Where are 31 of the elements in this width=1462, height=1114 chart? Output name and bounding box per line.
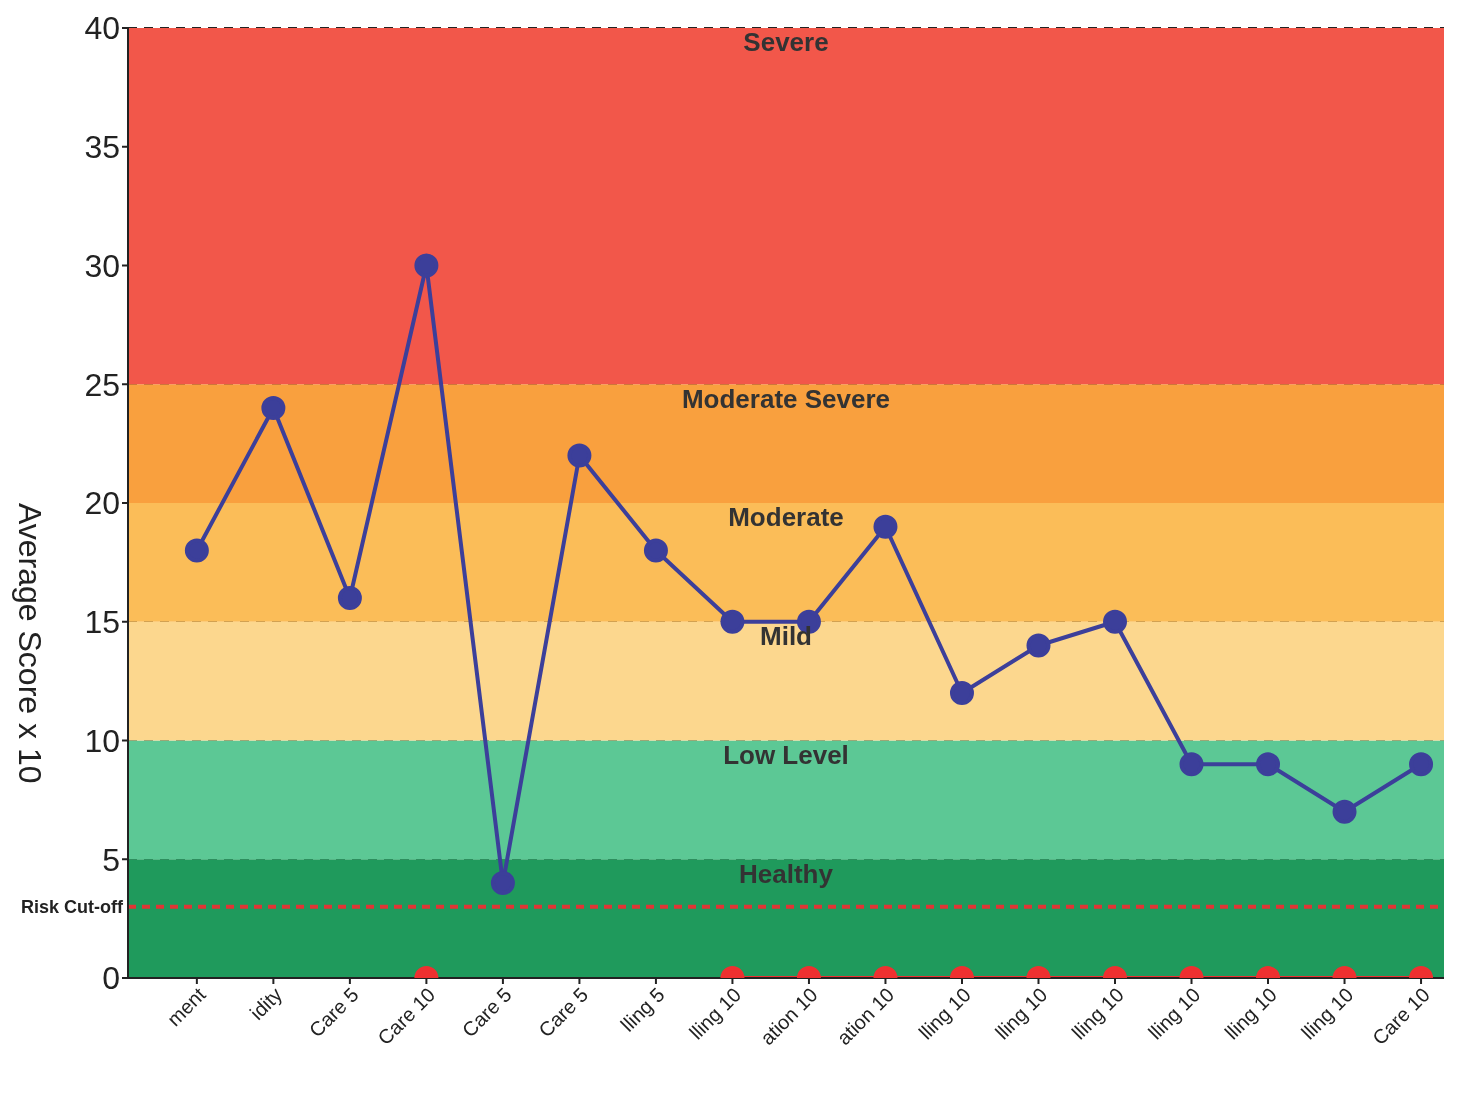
x-tick-label: lling 10	[990, 983, 1052, 1044]
band-label: Severe	[743, 27, 829, 58]
x-tick-label: lling 10	[1067, 983, 1128, 1044]
x-tick-label: Care 10	[1368, 983, 1434, 1050]
band-label: Healthy	[739, 858, 834, 889]
y-tick-label: 25	[84, 366, 120, 403]
band-label: Mild	[760, 621, 812, 652]
x-tick-label: Care 5	[457, 983, 516, 1042]
x-tick-label: idity	[245, 983, 287, 1025]
y-tick-label: 30	[84, 247, 120, 284]
y-tick-label: 0	[102, 960, 120, 997]
y-tick-label: 20	[84, 485, 120, 522]
x-tick-label: lling 5	[616, 983, 669, 1036]
y-tick-label: 35	[84, 129, 120, 166]
y-tick-label: 40	[84, 10, 120, 47]
x-tick-label: Care 5	[304, 983, 363, 1042]
band-label: Moderate	[728, 502, 844, 533]
x-tick-label: lling 10	[1220, 983, 1281, 1044]
x-tick-label: Care 10	[373, 983, 440, 1050]
ref-line-label: Risk Cut-off	[21, 897, 124, 918]
x-tick-label: Care 5	[534, 983, 593, 1042]
y-tick-label: 10	[84, 722, 120, 759]
x-tick-label: lling 10	[684, 983, 746, 1044]
y-tick-label: 5	[102, 841, 120, 878]
band-label: Low Level	[723, 739, 849, 770]
x-tick-label: lling 10	[914, 983, 975, 1044]
y-tick-label: 15	[84, 604, 120, 641]
y-axis-title: Average Score x 10	[11, 503, 48, 784]
x-tick-label: lling 10	[1297, 983, 1358, 1044]
band-label: Moderate Severe	[681, 383, 891, 414]
x-tick-label: lling 10	[1144, 983, 1205, 1044]
